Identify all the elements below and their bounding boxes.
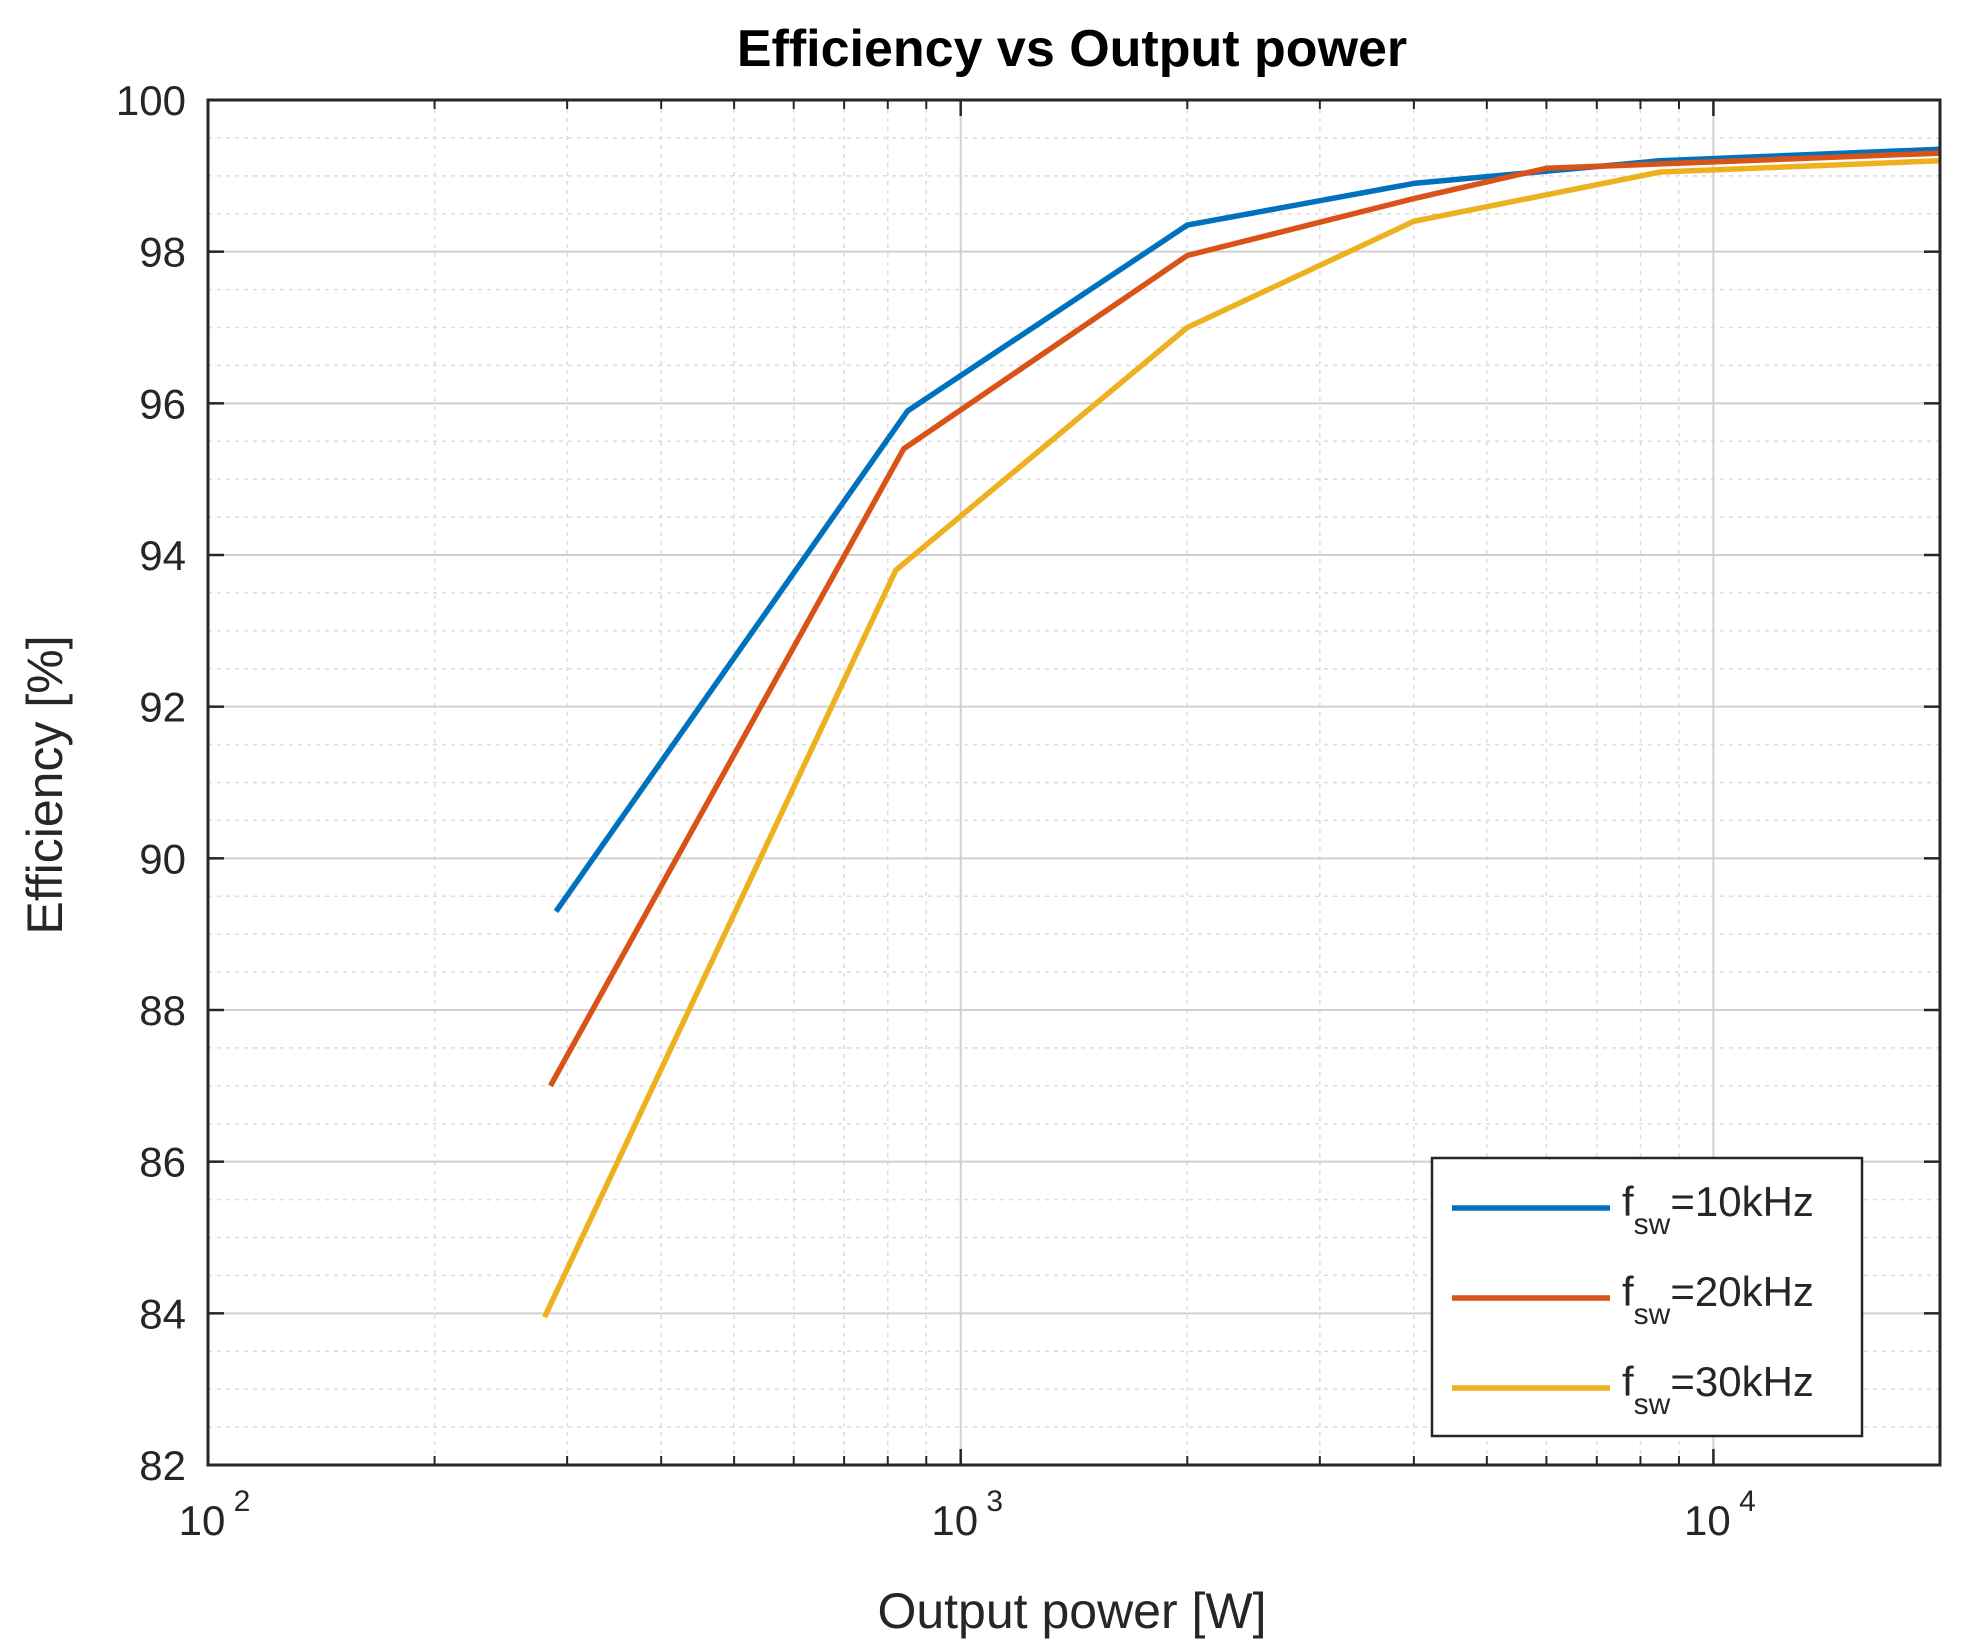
series-line-1	[553, 146, 1941, 913]
x-tick-exponent: 2	[234, 1485, 251, 1518]
series-lines	[542, 146, 1941, 1319]
x-tick-exponent: 3	[986, 1485, 1003, 1518]
x-tick-exponent: 4	[1739, 1485, 1756, 1518]
series-line-2	[547, 150, 1941, 1088]
x-tick-label: 10	[931, 1497, 978, 1544]
y-tick-label: 92	[139, 684, 186, 731]
x-tick-label: 10	[1684, 1497, 1731, 1544]
y-tick-label: 98	[139, 229, 186, 276]
legend-label-3: fsw=30kHz	[1622, 1358, 1814, 1421]
legend: fsw=10kHz fsw=20kHz fsw=30kHz	[1430, 1156, 1864, 1438]
y-tick-label: 86	[139, 1139, 186, 1186]
series-line-3	[542, 157, 1941, 1319]
legend-label-2: fsw=20kHz	[1622, 1268, 1814, 1331]
y-tick-label: 82	[139, 1442, 186, 1489]
legend-label-1: fsw=10kHz	[1622, 1178, 1814, 1241]
y-tick-label: 94	[139, 532, 186, 579]
y-tick-label: 90	[139, 835, 186, 882]
y-tick-label: 88	[139, 987, 186, 1034]
x-tick-label: 10	[179, 1497, 226, 1544]
y-axis-label: Efficiency [%]	[17, 635, 73, 934]
plot-frame	[206, 98, 1942, 1467]
y-tick-label: 84	[139, 1290, 186, 1337]
y-tick-label: 100	[116, 77, 186, 124]
y-tick-label: 96	[139, 380, 186, 427]
x-axis-label: Output power [W]	[877, 1583, 1266, 1639]
chart-title: Efficiency vs Output power	[737, 20, 1407, 78]
